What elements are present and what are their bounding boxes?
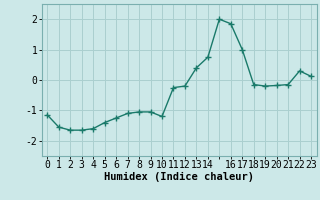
X-axis label: Humidex (Indice chaleur): Humidex (Indice chaleur) [104, 172, 254, 182]
